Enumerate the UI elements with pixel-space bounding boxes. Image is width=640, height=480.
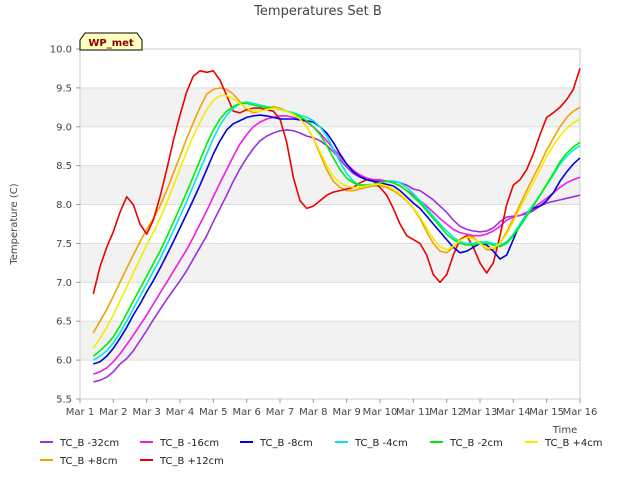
y-tick-label: 9.5 bbox=[56, 83, 72, 94]
legend-label: TC_B -4cm bbox=[354, 438, 408, 449]
x-tick-label: Mar 7 bbox=[266, 407, 294, 418]
y-axis: 5.5 6.0 6.5 7.0 7.5 8.0 8.5 9.0 9.5 10.0 bbox=[50, 45, 80, 406]
x-tick-label: Mar 16 bbox=[563, 407, 598, 418]
x-axis: Mar 1 Mar 2 Mar 3 Mar 4 Mar 5 Mar 6 Mar 7 Mar 8… bbox=[66, 399, 598, 418]
series-line-tcb-8cm bbox=[93, 114, 581, 365]
legend-label: TC_B -32cm bbox=[59, 438, 119, 449]
chart-title: Temperatures Set B bbox=[253, 4, 382, 19]
grid-bands bbox=[80, 48, 580, 400]
x-tick-label: Mar 15 bbox=[529, 407, 564, 418]
y-tick-label: 8.0 bbox=[56, 200, 72, 211]
x-tick-label: Mar 1 bbox=[66, 407, 94, 418]
x-tick-label: Mar 8 bbox=[299, 407, 327, 418]
x-tick-label: Mar 12 bbox=[429, 407, 464, 418]
legend-label: TC_B +4cm bbox=[544, 438, 603, 449]
legend-label: TC_B -2cm bbox=[449, 438, 503, 449]
x-tick-label: Mar 9 bbox=[332, 407, 360, 418]
grid-band bbox=[80, 360, 580, 399]
series-line-tcb-16cm bbox=[93, 115, 581, 375]
x-tick-label: Mar 14 bbox=[496, 407, 531, 418]
y-tick-label: 5.5 bbox=[56, 395, 72, 406]
x-tick-label: Mar 3 bbox=[132, 407, 160, 418]
grid-band bbox=[80, 49, 580, 88]
plot-frame bbox=[79, 48, 581, 400]
legend-label: TC_B -8cm bbox=[259, 438, 313, 449]
station-label-box: WP_met bbox=[79, 32, 143, 51]
y-tick-label: 7.0 bbox=[56, 278, 72, 289]
x-tick-label: Mar 13 bbox=[463, 407, 498, 418]
y-tick-label: 6.5 bbox=[56, 317, 72, 328]
legend-label: TC_B -16cm bbox=[159, 438, 219, 449]
series-line-tcb-2cm bbox=[92, 102, 581, 357]
grid-band bbox=[80, 87, 580, 127]
legend-label: TC_B +8cm bbox=[59, 456, 118, 467]
x-tick-label: Mar 6 bbox=[232, 407, 260, 418]
y-tick-label: 8.5 bbox=[56, 161, 72, 172]
x-tick-label: Mar 4 bbox=[166, 407, 194, 418]
y-axis-label: Temperature (C) bbox=[9, 183, 20, 265]
grid-band bbox=[80, 321, 580, 361]
y-tick-label: 7.5 bbox=[56, 239, 72, 250]
station-label: WP_met bbox=[88, 38, 134, 49]
y-tick-label: 6.0 bbox=[56, 356, 72, 367]
x-tick-label: Mar 2 bbox=[99, 407, 127, 418]
y-tick-label: 9.0 bbox=[56, 122, 72, 133]
y-tick-label: 10.0 bbox=[50, 45, 72, 56]
x-tick-label: Mar 11 bbox=[396, 407, 431, 418]
grid-band bbox=[80, 126, 580, 166]
series-line-tcb+4cm bbox=[92, 94, 581, 349]
series-line-tcb+12cm bbox=[92, 68, 581, 295]
x-tick-label: Mar 5 bbox=[199, 407, 227, 418]
series-lines bbox=[92, 68, 581, 383]
x-tick-label: Mar 10 bbox=[363, 407, 398, 418]
legend-label: TC_B +12cm bbox=[159, 456, 224, 467]
x-axis-label: Time bbox=[552, 425, 577, 436]
legend: TC_B -32cm TC_B +8cm TC_B -16cm TC_B +12cm T… bbox=[40, 438, 603, 467]
